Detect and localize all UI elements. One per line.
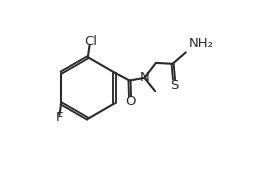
Text: O: O	[125, 96, 135, 108]
Text: F: F	[55, 111, 63, 124]
Text: Cl: Cl	[84, 35, 97, 48]
Text: NH₂: NH₂	[189, 37, 214, 50]
Text: N: N	[140, 71, 149, 84]
Text: S: S	[170, 79, 178, 92]
